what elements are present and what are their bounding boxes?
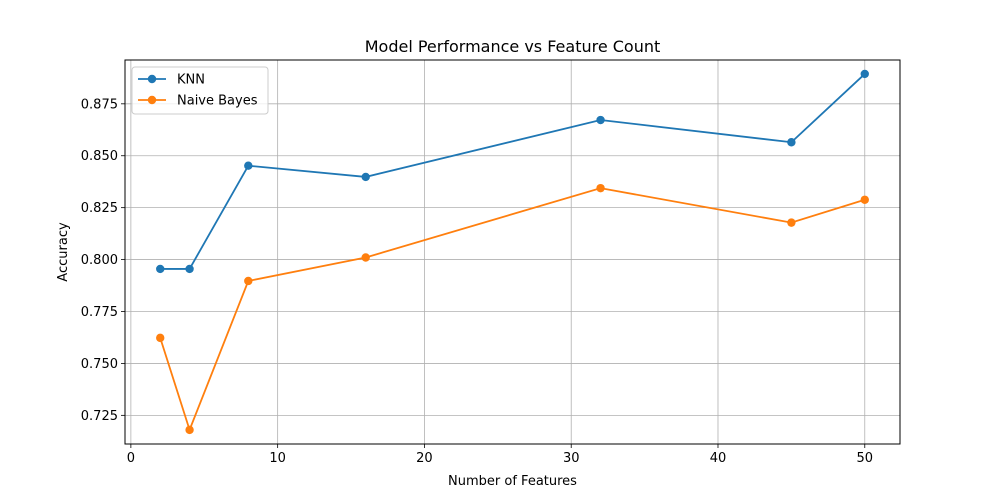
y-tick-label: 0.800 <box>81 253 118 268</box>
data-point <box>156 333 165 343</box>
legend-item: KNN <box>138 73 205 88</box>
data-point <box>787 218 796 227</box>
x-tick-label: 10 <box>269 451 286 466</box>
legend-marker <box>147 74 157 84</box>
data-point <box>361 253 370 262</box>
data-point <box>185 425 194 435</box>
x-tick-label: 20 <box>416 451 433 466</box>
data-point <box>185 264 194 274</box>
y-tick-label: 0.825 <box>81 201 118 216</box>
y-tick-label: 0.775 <box>81 305 118 320</box>
chart-title: Model Performance vs Feature Count <box>365 37 661 56</box>
data-point <box>361 172 370 182</box>
data-point <box>860 195 869 204</box>
y-tick-label: 0.875 <box>81 97 118 112</box>
series-layer <box>156 69 869 435</box>
legend-label: Naive Bayes <box>177 94 258 109</box>
y-tick-label: 0.725 <box>81 409 118 424</box>
x-tick-label: 0 <box>127 451 135 466</box>
data-point <box>596 115 605 125</box>
data-point <box>596 183 605 193</box>
data-point <box>156 264 165 274</box>
x-tick-label: 50 <box>856 451 873 466</box>
y-axis-label: Accuracy <box>56 222 71 282</box>
grid-lines <box>125 60 900 444</box>
series-2 <box>156 183 869 435</box>
plot-frame <box>124 59 901 445</box>
data-point <box>787 138 796 147</box>
x-tick-label: 30 <box>563 451 580 466</box>
series-line <box>159 187 866 433</box>
y-tick-label: 0.750 <box>81 357 118 372</box>
axis-ticks: 0 10 20 30 40 50 0.725 0.750 0.775 0.800 0.825 0.85… <box>81 97 873 466</box>
x-axis-label: Number of Features <box>448 474 577 489</box>
legend-item: Naive Bayes <box>138 94 258 109</box>
x-tick-label: 40 <box>710 451 727 466</box>
legend-label: KNN <box>177 73 205 88</box>
data-point <box>860 69 869 79</box>
legend: KNN Naive Bayes <box>131 66 269 115</box>
data-point <box>244 161 253 170</box>
data-point <box>244 276 253 286</box>
series-1 <box>156 69 869 274</box>
legend-marker <box>147 95 157 105</box>
y-tick-label: 0.850 <box>81 149 118 164</box>
